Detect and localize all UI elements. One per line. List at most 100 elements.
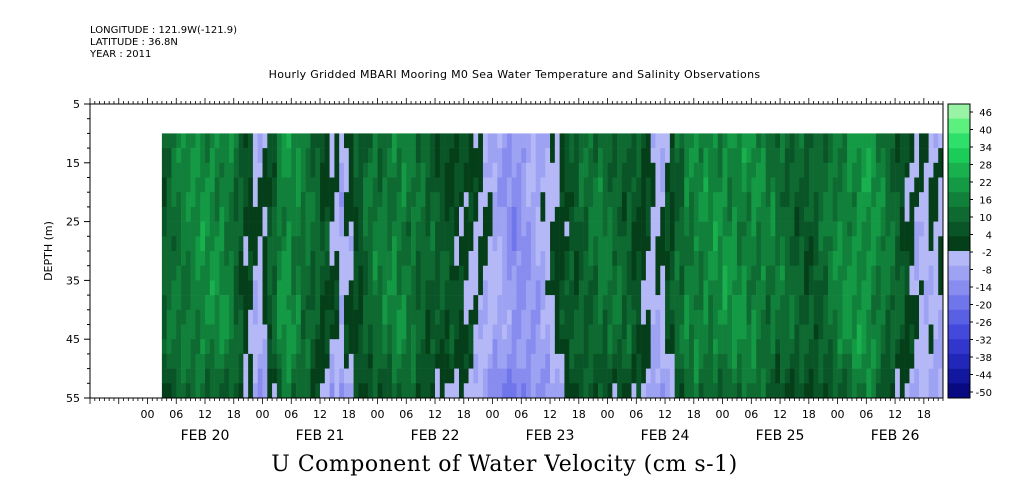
heatmap-cell	[689, 265, 695, 281]
heatmap-cell	[578, 192, 584, 208]
colorbar-label: -20	[976, 301, 992, 312]
heatmap-cell	[617, 324, 623, 340]
heatmap-cell	[847, 324, 853, 340]
heatmap-cell	[569, 295, 575, 311]
heatmap-cell	[574, 251, 580, 266]
heatmap-cell	[224, 221, 230, 237]
heatmap-cell	[641, 309, 647, 325]
heatmap-cell	[281, 236, 287, 252]
heatmap-cell	[938, 162, 944, 178]
heatmap-cell	[799, 309, 805, 325]
heatmap-cell	[195, 368, 201, 384]
heatmap-cell	[540, 251, 546, 266]
heatmap-cell	[219, 295, 225, 311]
heatmap-cell	[228, 353, 235, 369]
heatmap-cell	[554, 368, 560, 384]
heatmap-cell	[933, 192, 939, 208]
heatmap-cell	[741, 236, 747, 252]
heatmap-cell	[540, 339, 546, 355]
heatmap-cell	[708, 295, 714, 311]
heatmap-cell	[626, 353, 632, 369]
colorbar-swatch	[948, 104, 970, 119]
x-hour-label: 18	[342, 408, 356, 421]
heatmap-cell	[904, 383, 910, 399]
heatmap-cell	[171, 309, 177, 325]
heatmap-cell	[741, 265, 747, 281]
heatmap-cell	[252, 309, 259, 325]
heatmap-cell	[588, 280, 594, 296]
heatmap-cell	[377, 383, 383, 399]
heatmap-cell	[315, 177, 321, 193]
heatmap-cell	[315, 221, 321, 237]
heatmap-cell	[679, 148, 685, 164]
heatmap-cell	[296, 192, 302, 208]
heatmap-cell	[497, 383, 503, 399]
heatmap-cell	[602, 221, 608, 237]
heatmap-cell	[784, 251, 790, 266]
heatmap-cell	[535, 295, 541, 311]
heatmap-cell	[832, 236, 838, 252]
heatmap-cell	[391, 236, 397, 252]
heatmap-cell	[497, 221, 503, 237]
heatmap-cell	[775, 339, 781, 355]
heatmap-cell	[324, 162, 330, 178]
heatmap-cell	[746, 265, 752, 281]
heatmap-cell	[578, 383, 584, 399]
heatmap-cell	[804, 206, 810, 222]
heatmap-cell	[372, 133, 378, 149]
heatmap-cell	[482, 309, 489, 325]
heatmap-cell	[305, 295, 311, 311]
heatmap-cell	[382, 324, 388, 340]
heatmap-cell	[885, 236, 891, 252]
heatmap-cell	[909, 133, 915, 149]
heatmap-cell	[449, 368, 455, 384]
heatmap-cell	[185, 148, 191, 164]
heatmap-cell	[468, 192, 474, 208]
heatmap-cell	[396, 148, 402, 164]
heatmap-cell	[578, 309, 584, 325]
heatmap-cell	[181, 324, 187, 340]
heatmap-cell	[300, 221, 306, 237]
heatmap-cell	[468, 280, 474, 296]
heatmap-cell	[430, 309, 436, 325]
heatmap-cell	[185, 206, 191, 222]
heatmap-cell	[904, 339, 910, 355]
heatmap-cell	[521, 339, 527, 355]
heatmap-cell	[214, 177, 220, 193]
heatmap-cell	[851, 265, 858, 281]
heatmap-cell	[420, 177, 426, 193]
heatmap-cell	[597, 368, 604, 384]
heatmap-cell	[219, 236, 225, 252]
heatmap-cell	[837, 339, 843, 355]
heatmap-cell	[300, 192, 306, 208]
heatmap-cell	[866, 251, 872, 266]
heatmap-cell	[899, 339, 905, 355]
heatmap-cell	[181, 295, 187, 311]
heatmap-cell	[564, 177, 570, 193]
heatmap-cell	[530, 148, 536, 164]
heatmap-cell	[516, 383, 522, 399]
heatmap-cell	[281, 221, 287, 237]
heatmap-cell	[583, 265, 589, 281]
heatmap-cell	[564, 368, 570, 384]
heatmap-cell	[578, 280, 584, 296]
heatmap-cell	[420, 339, 426, 355]
heatmap-cell	[780, 383, 786, 399]
heatmap-cell	[348, 280, 354, 296]
heatmap-cell	[339, 339, 345, 355]
heatmap-cell	[871, 383, 877, 399]
heatmap-cell	[502, 324, 508, 340]
heatmap-cell	[722, 265, 728, 281]
heatmap-cell	[588, 221, 594, 237]
heatmap-cell	[281, 265, 287, 281]
heatmap-cell	[559, 280, 565, 296]
heatmap-cell	[506, 148, 513, 164]
heatmap-cell	[741, 295, 747, 311]
heatmap-cell	[856, 339, 862, 355]
heatmap-cell	[866, 339, 872, 355]
heatmap-cell	[669, 280, 675, 296]
heatmap-cell	[689, 383, 695, 399]
heatmap-cell	[401, 251, 407, 266]
heatmap-cell	[569, 324, 575, 340]
heatmap-cell	[458, 221, 465, 237]
